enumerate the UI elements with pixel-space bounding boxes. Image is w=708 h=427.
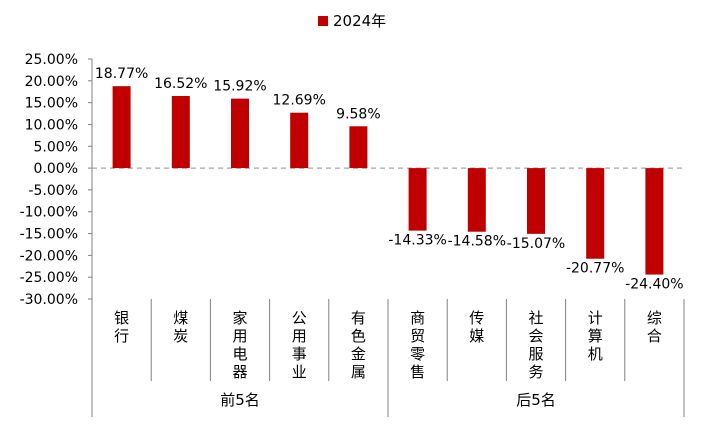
y-tick-label: 25.00% (25, 52, 78, 68)
data-label: 15.92% (213, 79, 266, 95)
bar (467, 168, 486, 232)
legend-swatch (318, 16, 328, 26)
data-label: -15.07% (507, 236, 565, 252)
y-tick-label: 20.00% (25, 74, 78, 90)
category-label: 计算机 (588, 309, 603, 363)
data-label: -20.77% (566, 261, 624, 277)
bar (408, 168, 427, 231)
bar (112, 86, 131, 169)
y-tick-label: -25.00% (20, 270, 78, 286)
bar (290, 112, 309, 169)
category-label: 家用电器 (232, 309, 247, 381)
bar (527, 168, 545, 234)
category-label: 社会服务 (528, 309, 543, 381)
category-label: 商贸零售 (410, 309, 425, 381)
category-label: 银行 (114, 309, 129, 345)
bar (171, 96, 190, 169)
chart-data-labels: 18.77% 16.52% 15.92% 12.69% 9.58% -14.33% -14.… (95, 66, 684, 292)
category-label: 公用事业 (292, 309, 307, 381)
y-tick-label: 10.00% (25, 117, 78, 133)
data-label: 18.77% (95, 66, 148, 82)
chart-bars (112, 86, 664, 275)
data-label: 9.58% (336, 106, 380, 122)
category-label: 煤炭 (173, 309, 188, 345)
data-label: 12.69% (273, 93, 326, 109)
y-tick-label: -10.00% (20, 205, 78, 221)
category-label: 综合 (647, 309, 662, 345)
y-tick-label: -15.00% (20, 227, 78, 243)
bar (231, 98, 249, 169)
y-tick-label: 0.00% (34, 161, 78, 177)
y-tick-label: 5.00% (34, 139, 78, 155)
chart-axes: 25.00% 20.00% 15.00% 10.00% 5.00% 0.00% -5.00%… (20, 52, 685, 417)
y-tick-label: 15.00% (25, 96, 78, 112)
data-label: 16.52% (154, 76, 207, 92)
y-tick-label: -20.00% (20, 248, 78, 264)
chart-legend: 2024年 (318, 12, 386, 30)
y-tick-label: -30.00% (20, 292, 78, 308)
group-label: 后5名 (516, 391, 556, 409)
legend-label: 2024年 (333, 12, 386, 30)
category-label: 传媒 (469, 309, 484, 345)
group-label: 前5名 (220, 391, 260, 409)
bar (645, 168, 664, 275)
data-label: -24.40% (625, 277, 683, 293)
data-label: -14.58% (448, 234, 506, 250)
y-tick-label: -5.00% (28, 183, 78, 199)
category-label: 有色金属 (351, 309, 366, 381)
bar (586, 168, 605, 259)
bar (349, 126, 368, 169)
data-label: -14.33% (388, 233, 446, 249)
